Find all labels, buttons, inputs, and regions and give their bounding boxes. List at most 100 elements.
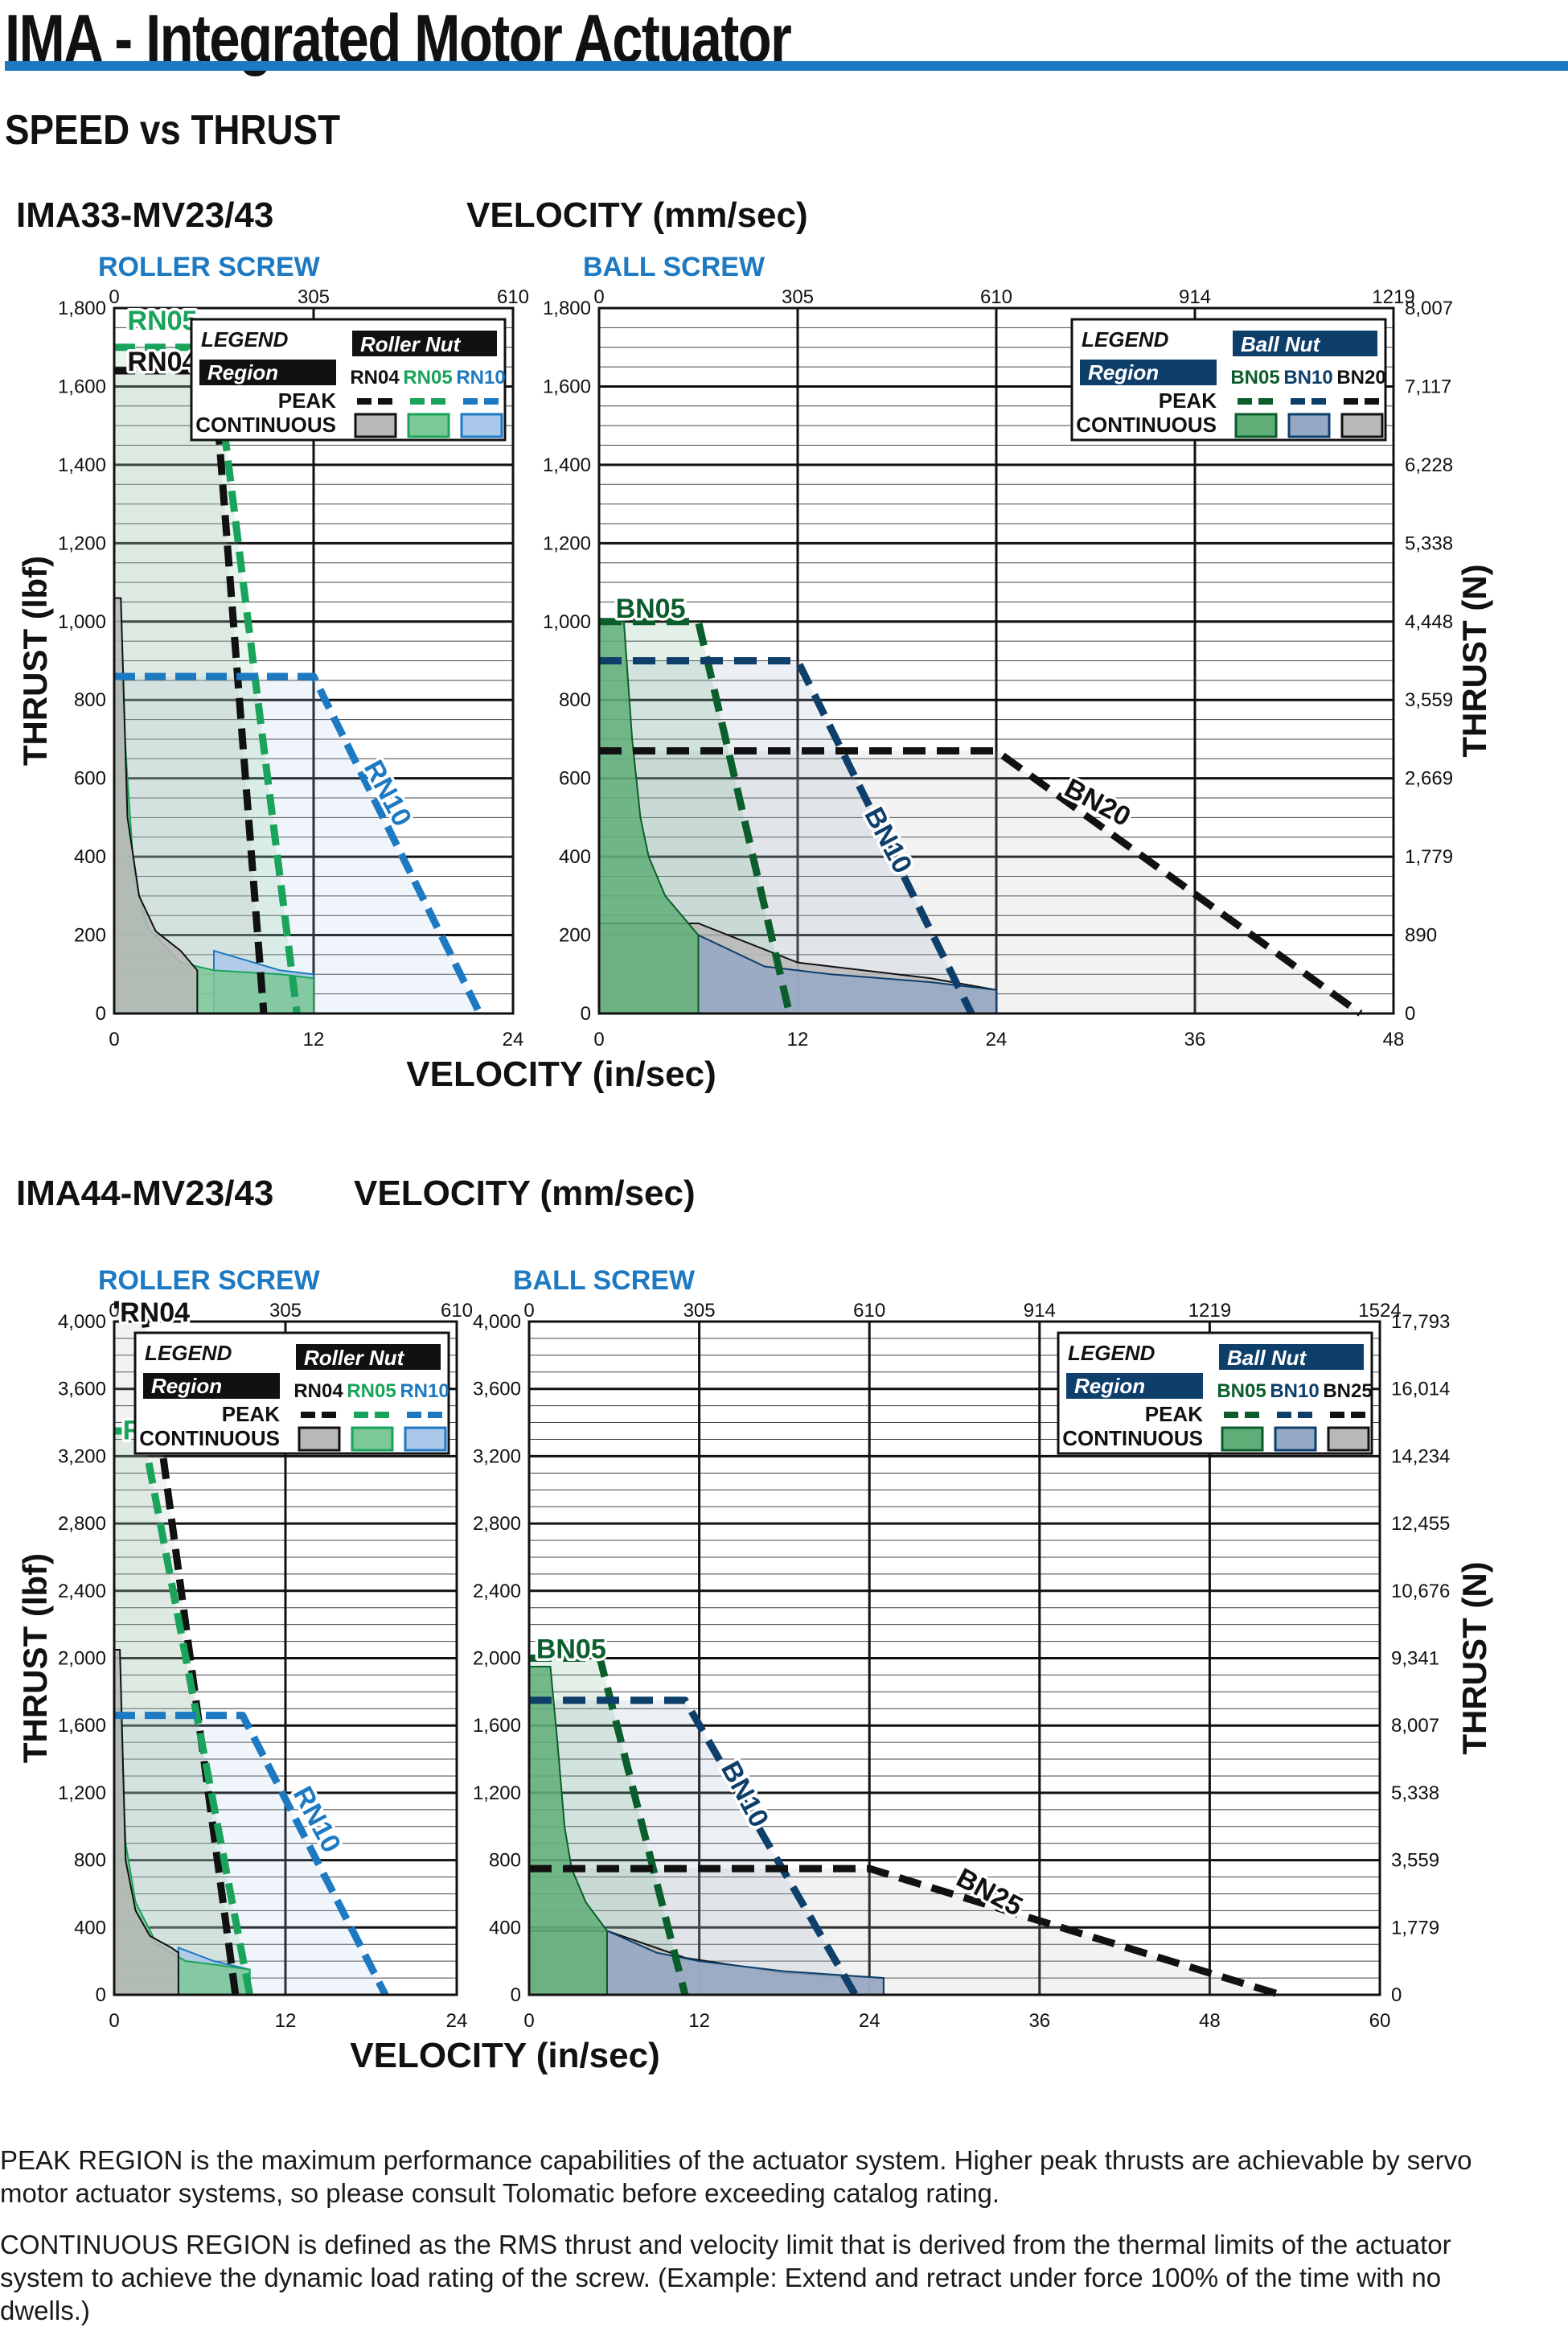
legend-title: LEGEND <box>1082 327 1169 352</box>
y2-tick-label: 3,559 <box>1405 689 1453 711</box>
y-tick-label: 0 <box>581 1003 591 1025</box>
y-tick-label: 200 <box>559 925 591 947</box>
x-tick-label: 48 <box>1383 1029 1405 1050</box>
continuous-region-rn04 <box>113 597 199 1014</box>
y2-tick-label: 4,448 <box>1405 611 1453 633</box>
y2-tick-label: 0 <box>1405 1003 1415 1025</box>
legend-series-name: RN10 <box>456 367 505 389</box>
speed-thrust-charts: IMA33-MV23/43 VELOCITY (mm/sec) ROLLER SCR… <box>16 195 1493 2075</box>
legend-series-name: RN05 <box>403 367 452 389</box>
panel-title: ROLLER SCREW <box>98 1265 321 1296</box>
legend-continuous-swatch <box>1287 413 1331 438</box>
legend-title: LEGEND <box>201 327 289 352</box>
legend-continuous-swatch <box>404 1426 447 1452</box>
x-tick-label-mm: 610 <box>441 1300 473 1322</box>
legend-peak-label: PEAK <box>1159 389 1217 413</box>
legend-series-name: RN04 <box>350 367 400 389</box>
legend-series-name: RN10 <box>400 1380 449 1402</box>
velocity-mm-label: VELOCITY (mm/sec) <box>354 1174 696 1213</box>
region-tag-label: Region <box>151 1374 222 1398</box>
nut-tag-label: Roller Nut <box>360 332 462 356</box>
x-tick-label: 36 <box>1184 1029 1206 1050</box>
y-tick-label: 1,600 <box>543 376 591 397</box>
legend-series-name: BN05 <box>1217 1380 1266 1402</box>
y-tick-label: 1,400 <box>543 454 591 476</box>
x-tick-label: 24 <box>503 1029 524 1050</box>
region-tag <box>1066 1373 1203 1399</box>
continuous-region-bn05 <box>528 1665 608 1996</box>
y-tick-label: 4,000 <box>473 1311 521 1333</box>
y2-tick-label: 17,793 <box>1391 1311 1450 1333</box>
y-tick-label: 2,400 <box>473 1581 521 1602</box>
x-tick-label-mm: 1524 <box>1358 1300 1401 1322</box>
y-tick-label: 2,800 <box>473 1513 521 1535</box>
legend-continuous-swatch <box>1221 1426 1264 1452</box>
y2-tick-label: 0 <box>1391 1984 1402 2006</box>
legend-series-name: BN10 <box>1283 367 1332 389</box>
legend-continuous-swatch <box>407 413 450 438</box>
legend-series-name: BN20 <box>1336 367 1385 389</box>
y-tick-label: 200 <box>74 925 106 947</box>
nut-tag-label: Ball Nut <box>1241 332 1321 356</box>
y-tick-label: 400 <box>74 1917 106 1938</box>
legend-series-name: BN10 <box>1270 1380 1319 1402</box>
legend-peak-label: PEAK <box>222 1402 280 1426</box>
region-tag-label: Region <box>1074 1374 1145 1398</box>
panel-roller-screw: ROLLER SCREW 0 400 800 1,200 1,600 2,000 2,400 2… <box>58 1265 473 2032</box>
y-tick-label: 1,000 <box>58 611 106 633</box>
y-tick-label: 400 <box>74 846 106 868</box>
y-tick-label: 1,400 <box>58 454 106 476</box>
plot-frame <box>597 306 1395 1015</box>
region-tag <box>1080 360 1217 385</box>
y-tick-label: 1,200 <box>543 532 591 554</box>
region-tag <box>199 360 336 385</box>
velocity-in-label: VELOCITY (in/sec) <box>350 2036 660 2075</box>
y-tick-label: 400 <box>559 846 591 868</box>
plot-frame <box>113 1320 458 1996</box>
x-tick-label: 12 <box>787 1029 809 1050</box>
region-tag-label: Region <box>1088 360 1159 384</box>
legend-series-name: BN05 <box>1230 367 1279 389</box>
legend-continuous-swatch <box>354 413 397 438</box>
y2-tick-label: 14,234 <box>1391 1445 1450 1467</box>
y-tick-label: 3,600 <box>473 1379 521 1400</box>
y-tick-label: 1,800 <box>543 298 591 319</box>
x-tick-label-mm: 914 <box>1179 286 1211 308</box>
x-tick-label-mm: 305 <box>683 1300 716 1322</box>
y2-tick-label: 8,007 <box>1405 298 1453 319</box>
y-tick-label: 2,000 <box>473 1648 521 1670</box>
y-axis-label-right: THRUST (N) <box>1455 1561 1493 1754</box>
series-label-bn05: BN05 <box>616 594 686 624</box>
panel-title: BALL SCREW <box>583 252 766 282</box>
x-tick-label: 0 <box>523 2010 534 2032</box>
x-tick-label-mm: 610 <box>980 286 1012 308</box>
peak-line-bn10 <box>529 1696 859 1997</box>
y-tick-label: 3,200 <box>58 1445 106 1467</box>
x-tick-label-mm: 1219 <box>1188 1300 1231 1322</box>
series-label-rn05: RN05 <box>128 306 198 336</box>
y2-tick-label: 7,117 <box>1405 376 1451 397</box>
x-tick-label-mm: 610 <box>853 1300 885 1322</box>
y-tick-label: 400 <box>489 1917 521 1938</box>
peak-region-rn10 <box>114 676 480 1013</box>
x-tick-label-mm: 305 <box>269 1300 302 1322</box>
x-tick-label: 12 <box>303 1029 325 1050</box>
panel-title: BALL SCREW <box>513 1265 696 1296</box>
x-tick-label-mm: 1219 <box>1372 286 1414 308</box>
y-tick-label: 2,000 <box>58 1648 106 1670</box>
x-tick-label-mm: 610 <box>497 286 529 308</box>
panel-roller-screw: ROLLER SCREW 0 200 400 600 800 1,000 1,200 1,400… <box>58 252 529 1050</box>
y-axis-label-left: THRUST (lbf) <box>16 1553 54 1763</box>
y2-tick-label: 6,228 <box>1405 454 1453 476</box>
y2-tick-label: 1,779 <box>1405 846 1453 868</box>
title-rule <box>5 61 1568 71</box>
nut-tag <box>1233 331 1377 356</box>
x-tick-label: 24 <box>446 2010 468 2032</box>
plot-frame <box>527 1320 1381 1996</box>
legend-continuous-swatch <box>1340 413 1384 438</box>
peak-line-rn10 <box>114 1712 389 1997</box>
x-tick-label: 0 <box>593 1029 604 1050</box>
y2-tick-label: 3,559 <box>1391 1850 1439 1872</box>
peak-line-bn10 <box>599 657 975 1015</box>
